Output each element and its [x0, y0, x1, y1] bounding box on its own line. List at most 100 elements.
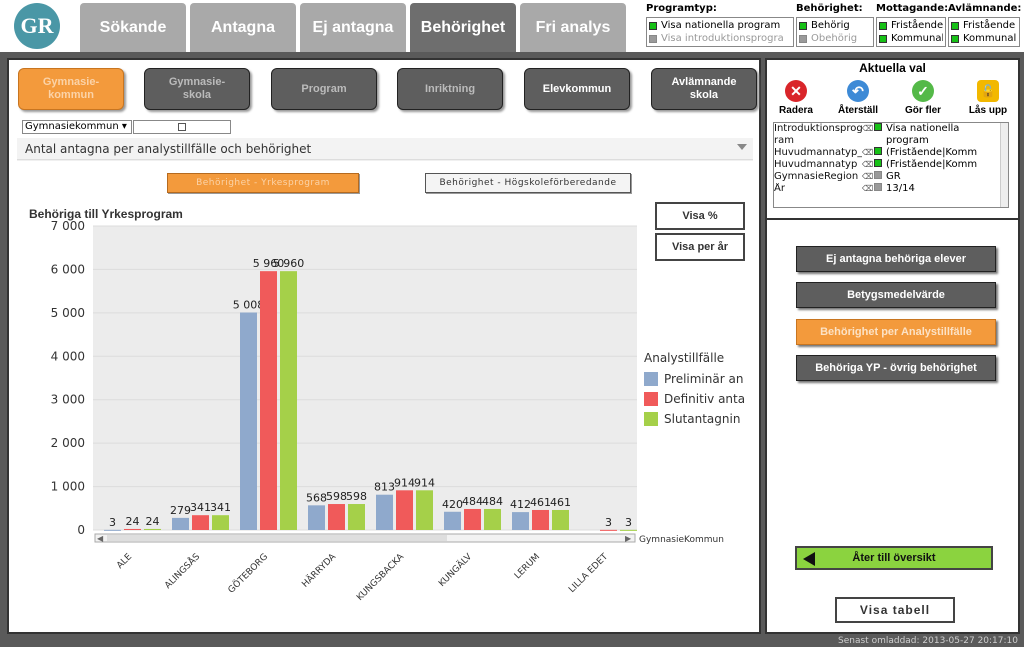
data-label: 3 [625, 516, 632, 529]
scroll-left-icon: ◀ [97, 534, 104, 543]
ej-antagna-behoriga-button[interactable]: Ej antagna behöriga elever [796, 246, 996, 272]
eraser-icon[interactable]: ⌫ [862, 184, 874, 193]
filter-programtyp-header: Programtyp: [646, 3, 717, 14]
tab-sokande[interactable]: Sökande [80, 3, 186, 52]
collapse-icon[interactable] [737, 144, 747, 150]
eraser-icon[interactable]: ⌫ [862, 172, 874, 181]
behorighet-analystillfalle-button[interactable]: Behörighet per Analystillfälle [796, 319, 996, 345]
filter-option[interactable]: Visa introduktionsprogra [649, 32, 791, 45]
tab-behorighet[interactable]: Behörighet [410, 3, 516, 52]
gymnasiekommun-select[interactable]: Gymnasiekommun ▾ [22, 120, 132, 134]
scrollbar[interactable] [1000, 123, 1008, 207]
checked-icon [951, 21, 959, 30]
tab-ej-antagna[interactable]: Ej antagna [300, 3, 406, 52]
filter-option[interactable]: Fristående [951, 19, 1017, 32]
clear-icon: ✕ [785, 80, 807, 102]
tab-fri-analys[interactable]: Fri analys [520, 3, 626, 52]
data-label: 24 [126, 515, 140, 528]
status-icon [874, 171, 882, 179]
legend-swatch [644, 412, 658, 426]
data-label: 813 [374, 481, 395, 494]
data-label: 914 [414, 476, 435, 489]
legend-item[interactable]: Preliminär an [644, 369, 745, 389]
data-label: 914 [394, 476, 415, 489]
filter-option[interactable]: Visa nationella program [649, 19, 791, 32]
data-label: 412 [510, 498, 531, 511]
chart-area: Behörighet - Yrkesprogram Behörighet - H… [17, 161, 753, 626]
status-icon [874, 159, 882, 167]
checked-icon [951, 34, 959, 43]
scrollbar-thumb [107, 535, 447, 541]
dropdown-icon: ▾ [121, 121, 127, 132]
filter-mottagande: Mottagande: Fristående Kommunal [876, 3, 949, 47]
filter-option[interactable]: Kommunal [879, 32, 943, 45]
toggle-yrkesprogram[interactable]: Behörighet - Yrkesprogram [167, 173, 359, 193]
unlock-icon: 🔓 [977, 80, 999, 102]
nav-inriktning-button[interactable]: Inriktning [397, 68, 503, 110]
eraser-icon[interactable]: ⌫ [862, 124, 874, 133]
bar [144, 528, 161, 530]
list-item[interactable]: ram program [774, 135, 929, 146]
data-label: 279 [170, 504, 191, 517]
status-icon [874, 123, 882, 131]
nav-avlamnande-skola-button[interactable]: Avlämnande skola [651, 68, 757, 110]
y-tick-label: 5 000 [51, 306, 85, 320]
back-arrow-icon [803, 552, 815, 566]
las-upp-button[interactable]: 🔓 Lås upp [963, 80, 1013, 116]
x-tick-label: KUNGSBACKA [355, 551, 407, 603]
legend-item[interactable]: Definitiv anta [644, 389, 745, 409]
list-item[interactable]: GymnasieRegion ⌫ GR [774, 171, 901, 182]
betygsmedelvarde-button[interactable]: Betygsmedelvärde [796, 282, 996, 308]
bar [376, 494, 393, 530]
filter-option[interactable]: Fristående [879, 19, 943, 32]
data-label: 484 [462, 495, 483, 508]
bar [464, 508, 481, 530]
data-label: 461 [550, 496, 571, 509]
y-tick-label: 1 000 [51, 480, 85, 494]
bar-chart: 0 1 000 2 000 3 000 4 000 5 000 6 000 7 000 3 24 2… [51, 219, 724, 603]
bar [512, 512, 529, 530]
behoriga-yp-ovrig-button[interactable]: Behöriga YP - övrig behörighet [796, 355, 996, 381]
eraser-icon[interactable]: ⌫ [862, 148, 874, 157]
list-item[interactable]: Huvudmannatyp ⌫ (Fristående|Komm [774, 159, 978, 170]
data-label: 568 [306, 491, 327, 504]
filter-option[interactable]: Obehörig [799, 32, 871, 45]
checked-icon [649, 21, 657, 30]
aterstall-button[interactable]: ↶ Återställ [833, 80, 883, 116]
tab-antagna[interactable]: Antagna [190, 3, 296, 52]
gor-fler-button[interactable]: ✓ Gör fler [898, 80, 948, 116]
list-item[interactable]: Huvudmannatyp_ ⌫ (Fristående|Komm [774, 147, 978, 158]
radera-button[interactable]: ✕ Radera [771, 80, 821, 116]
filter-option[interactable]: Behörig [799, 19, 871, 32]
chart-legend: Analystillfälle Preliminär an Definitiv … [644, 351, 745, 429]
bar [308, 505, 325, 530]
checkbox[interactable] [178, 123, 186, 131]
bar [172, 517, 189, 530]
legend-swatch [644, 392, 658, 406]
legend-item[interactable]: Slutantagnin [644, 409, 745, 429]
undo-icon: ↶ [847, 80, 869, 102]
filter-behorighet: Behörighet: Behörig Obehörig [796, 3, 874, 47]
nav-elevkommun-button[interactable]: Elevkommun [524, 68, 630, 110]
filter-mottagande-header: Mottagande: [876, 3, 949, 14]
list-item[interactable]: Introduktionsprog ⌫ Visa nationella [774, 123, 960, 134]
data-label: 3 [109, 516, 116, 529]
bar [348, 504, 365, 530]
selection-list[interactable]: Introduktionsprog ⌫ Visa nationella ram pro… [773, 122, 1009, 208]
chart-panel: Antal antagna per analystillfälle och be… [17, 138, 753, 626]
unchecked-icon [799, 34, 807, 43]
nav-gymnasieskola-button[interactable]: Gymnasie- skola [144, 68, 250, 110]
checked-icon [879, 21, 887, 30]
bar [416, 490, 433, 530]
filter-option[interactable]: Kommunal [951, 32, 1017, 45]
combo-search-box[interactable] [133, 120, 231, 134]
list-item[interactable]: År ⌫ 13/14 [774, 183, 915, 194]
back-to-overview-button[interactable]: Åter till översikt [795, 546, 993, 570]
toggle-hogskoleforberedande[interactable]: Behörighet - Högskoleförberedande [425, 173, 631, 193]
nav-program-button[interactable]: Program [271, 68, 377, 110]
visa-procent-button[interactable]: Visa % [655, 202, 745, 230]
visa-per-ar-button[interactable]: Visa per år [655, 233, 745, 261]
visa-tabell-button[interactable]: Visa tabell [835, 597, 955, 623]
nav-gymnasiekommun-button[interactable]: Gymnasie- kommun [18, 68, 124, 110]
eraser-icon[interactable]: ⌫ [862, 160, 874, 169]
